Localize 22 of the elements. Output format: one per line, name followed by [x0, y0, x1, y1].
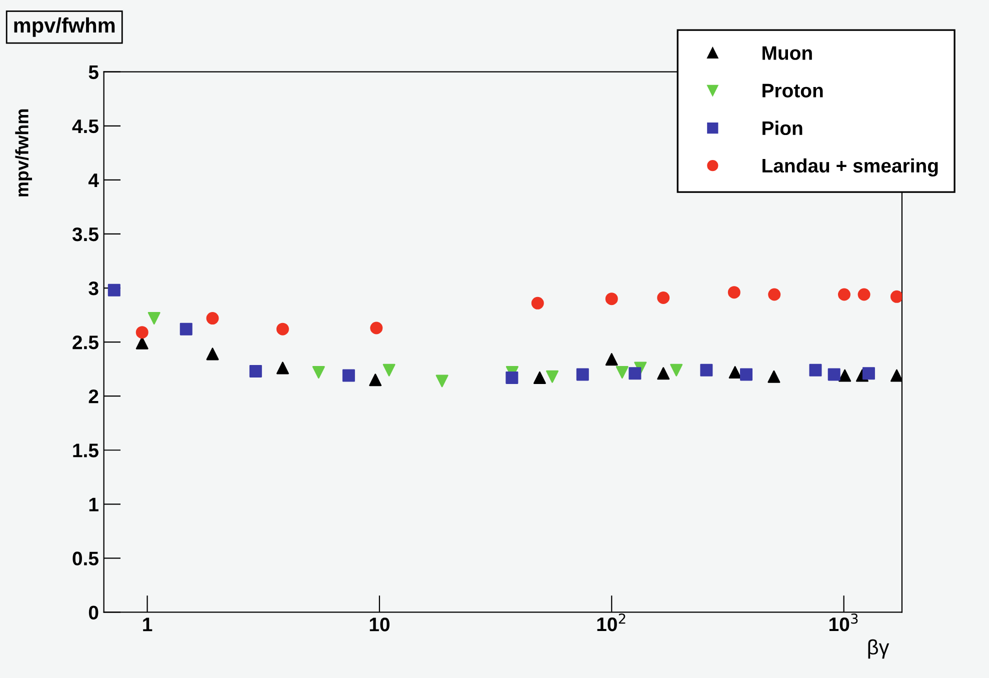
x-tick-label: 10$^{3}$ [829, 613, 858, 632]
y-tick-label: 5 [88, 66, 98, 80]
chart-title: mpv/fwhm [14, 17, 115, 37]
x-axis-title: βγ [868, 639, 890, 659]
y-tick-label: 0.5 [72, 552, 98, 566]
y-tick-label: 1.5 [73, 444, 98, 458]
y-tick-label: 0 [88, 606, 98, 620]
legend-label: Proton [762, 84, 823, 98]
y-tick-label: 3.5 [72, 227, 98, 242]
y-tick-label: 4 [88, 174, 99, 187]
y-tick-label: 3 [88, 281, 98, 296]
y-tick-label: 2.5 [72, 336, 98, 350]
x-tick-label: 1 [143, 618, 152, 632]
y-tick-label: 4.5 [72, 120, 98, 134]
x-tick-label: 10 [370, 618, 390, 632]
y-tick-label: 1 [89, 498, 98, 512]
x-tick-label: 10$^{2}$ [597, 613, 626, 632]
y-tick-label: 2 [88, 390, 98, 404]
legend-label: Pion [762, 120, 802, 136]
y-axis-title: mpv/fwhm [15, 109, 32, 196]
legend-label: Muon [762, 46, 812, 60]
legend-label: Landau + smearing [762, 158, 938, 177]
